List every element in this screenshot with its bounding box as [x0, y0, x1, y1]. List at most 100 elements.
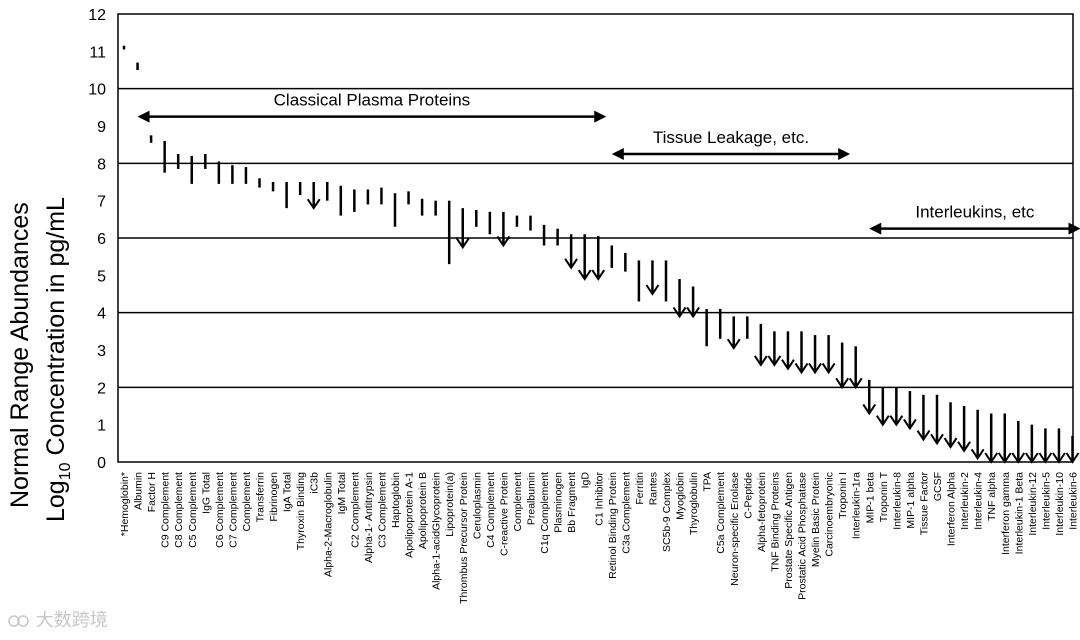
y-tick-label: 11: [89, 44, 106, 61]
y-tick-label: 12: [88, 7, 106, 24]
x-category-label: Ceruloplasmin: [471, 472, 483, 539]
x-category-label: Apolipoprotein A-1: [404, 472, 416, 558]
range-arrow-head: [848, 377, 863, 390]
x-category-label: Factor H: [146, 472, 158, 512]
watermark-text: 大数跨境: [35, 610, 108, 631]
x-category-label: C-reactive Protein: [498, 472, 510, 556]
x-category-label: Interferon gamma: [1000, 472, 1012, 555]
x-category-label: C5a Complement: [715, 472, 727, 554]
watermark: 大数跨境: [8, 606, 108, 632]
x-category-label: TNF alpha: [986, 472, 998, 521]
annotation-arrow-head-left: [611, 148, 624, 160]
x-category-label: Albumin: [133, 472, 145, 510]
x-category-label: MIP-1 beta: [864, 472, 876, 524]
x-category-label: Rantes: [647, 472, 659, 505]
x-category-label: Alpha-1- Antitrypsin: [363, 472, 375, 563]
x-category-label: Thyroglobulin: [688, 472, 700, 535]
x-category-label: TNF Binding Proteins: [769, 472, 781, 572]
y-tick-label: 4: [97, 306, 106, 323]
annotation-arrow-head-right: [1068, 222, 1080, 235]
range-arrow-head: [943, 437, 958, 449]
x-category-label: iC3b: [309, 472, 321, 494]
range-arrow-head: [645, 284, 660, 296]
y-tick-label: 0: [97, 455, 106, 472]
x-category-label: Alpha-1-acidGlycoprotein: [431, 472, 443, 590]
range-arrow-head: [672, 306, 687, 319]
x-category-label: C9 Complement: [160, 472, 172, 548]
range-arrow-head: [862, 403, 877, 416]
watermark-logo-icon: [8, 615, 29, 627]
x-category-label: Interleukin-8: [891, 472, 903, 530]
x-category-label: SC5b-9 Complex: [661, 471, 673, 552]
x-category-label: Prostate Specific Antigen: [783, 472, 795, 589]
y-axis-label-line2: Log10 Concentration in pg/mL: [42, 197, 74, 522]
x-category-label: Interleukin-5: [1040, 472, 1052, 530]
x-category-label: Myoglobin: [675, 472, 687, 520]
range-arrow-head: [1038, 452, 1053, 464]
x-category-label: GCSF: [932, 472, 944, 501]
x-category-label: Interleukin-1 Beta: [1013, 472, 1025, 554]
range-arrow-head: [455, 237, 470, 250]
annotation-label: Interleukins, etc: [915, 203, 1035, 222]
x-category-label: Interleukin-12: [1027, 472, 1039, 536]
y-tick-label: 9: [97, 119, 106, 136]
y-tick-label: 10: [88, 82, 106, 99]
annotation-label: Classical Plasma Proteins: [274, 91, 471, 110]
y-tick-label: 3: [97, 343, 106, 360]
x-category-label: C1q Complement: [539, 472, 551, 554]
y-tick-label: 5: [97, 268, 106, 285]
x-category-label: Myelin Basic Protein: [810, 472, 822, 567]
range-arrow-head: [1025, 452, 1039, 464]
x-category-label: Lipoprotein(a): [444, 472, 456, 537]
range-arrow-head: [577, 269, 592, 281]
range-arrow-head: [767, 355, 782, 367]
x-category-label: Alpha-2-Macroglobulin: [322, 472, 334, 577]
y-tick-label: 8: [97, 156, 106, 173]
x-category-label: Plasminogen: [553, 472, 565, 533]
range-arrow-head: [984, 452, 999, 464]
y-tick-label: 7: [97, 194, 106, 211]
range-arrow-head: [1065, 452, 1080, 464]
y-tick-label: 6: [97, 231, 106, 248]
x-category-label: C-Peptide: [742, 472, 754, 519]
x-category-label: IgD: [580, 472, 592, 489]
range-arrow-head: [889, 415, 904, 427]
annotation-arrow-head-right: [594, 110, 607, 123]
x-category-label: C6 Complement: [214, 472, 226, 548]
x-category-label: *Hemoglobin*: [119, 472, 131, 536]
x-category-label: Interleukin-10: [1054, 472, 1066, 536]
x-category-label: Interferon Alpha: [946, 472, 958, 546]
annotation-arrow-head-left: [137, 110, 150, 123]
range-arrow-head: [306, 198, 321, 210]
x-category-label: C1 Inhibitor: [593, 472, 605, 526]
y-tick-label: 2: [97, 380, 106, 397]
x-category-label: IgM Total: [336, 472, 348, 514]
x-category-label: Complement: [241, 472, 253, 532]
x-category-label: C4 Complement: [485, 472, 497, 548]
x-category-label: Troponin T: [878, 471, 890, 522]
range-arrow-head: [1011, 452, 1026, 464]
range-arrow-head: [930, 433, 944, 446]
range-arrow-head: [591, 269, 606, 281]
annotation-arrow-head-right: [838, 148, 851, 160]
range-arrow-head: [781, 359, 795, 371]
x-category-label: Haptoglobin: [390, 472, 402, 528]
range-arrow-head: [997, 452, 1012, 464]
x-category-label: C3 Complement: [376, 472, 388, 548]
range-arrow-head: [808, 362, 822, 375]
x-category-label: Bb Fragment: [566, 472, 578, 533]
x-category-label: Ferritin: [634, 472, 646, 505]
x-category-label: Carcinoembryonic: [824, 472, 836, 557]
range-arrow-head: [875, 415, 890, 427]
x-category-label: C5 Complement: [187, 472, 199, 548]
range-arrow-head: [970, 448, 985, 461]
range-arrow-head: [564, 258, 578, 270]
x-category-label: Interleukin-1ra: [851, 472, 863, 539]
x-category-label: Thyroxin Binding: [295, 472, 307, 550]
x-category-label: Neuron-specific Enolase: [729, 472, 741, 586]
x-category-label: C7 Complement: [227, 472, 239, 548]
range-arrow-head: [916, 430, 931, 442]
x-category-label: Apolipoprotein B: [417, 472, 429, 549]
x-category-label: Interleukin-2: [959, 472, 971, 530]
